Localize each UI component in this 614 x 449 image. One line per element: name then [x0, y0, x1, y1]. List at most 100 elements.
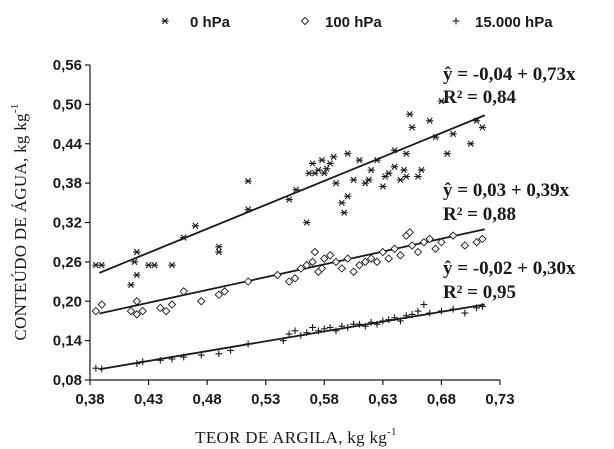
- data-point-diamond: [302, 260, 311, 270]
- legend-marker-diamond: [300, 16, 310, 26]
- data-point-diamond: [366, 254, 376, 263]
- data-point-asterisk: [168, 261, 176, 269]
- data-point-asterisk: [349, 176, 358, 184]
- data-point-plus: [420, 301, 428, 308]
- data-point-plus: [320, 325, 328, 333]
- y-tick-label: 0,38: [53, 175, 82, 192]
- data-point-asterisk: [467, 140, 475, 147]
- data-point-plus: [350, 320, 357, 328]
- data-point-diamond: [413, 247, 423, 257]
- data-point-plus: [168, 355, 176, 363]
- data-point-asterisk: [400, 166, 408, 174]
- plus-icon: [452, 17, 460, 25]
- equation-0-hpa: ŷ = -0,04 + 0,73x: [443, 64, 576, 85]
- data-point-diamond: [343, 254, 352, 263]
- data-point-diamond: [384, 254, 393, 263]
- data-point-asterisk: [417, 166, 426, 174]
- data-point-asterisk: [478, 124, 487, 131]
- data-point-plus: [291, 327, 299, 335]
- data-point-asterisk: [215, 243, 223, 251]
- data-point-asterisk: [332, 179, 340, 187]
- data-point-asterisk: [130, 258, 139, 266]
- x-tick-label: 0,38: [75, 391, 104, 408]
- data-point-asterisk: [402, 150, 410, 157]
- data-point-plus: [473, 304, 480, 312]
- data-point-plus: [156, 356, 164, 364]
- y-tick-label: 0,32: [53, 215, 82, 232]
- x-tick-label: 0,73: [485, 391, 514, 408]
- data-point-asterisk: [330, 153, 338, 161]
- equations: ŷ = -0,04 + 0,73x R² = 0,84 ŷ = 0,03 + 0…: [443, 64, 576, 303]
- regression-lines: [99, 114, 486, 371]
- x-tick-label: 0,68: [427, 391, 456, 408]
- data-point-diamond: [132, 297, 142, 306]
- data-point-plus: [479, 303, 486, 310]
- data-point-asterisk: [215, 248, 223, 256]
- legend-item-0-hpa: 0 hPa: [161, 14, 231, 31]
- data-point-plus: [438, 307, 445, 315]
- legend-label-15000-hpa: 15.000 hPa: [475, 14, 553, 31]
- x-axis-title-text: TEOR DE ARGILA, kg kg: [195, 428, 387, 447]
- r2-0-hpa: R² = 0,84: [443, 87, 516, 108]
- data-point-diamond: [156, 303, 165, 313]
- axes: 0,08 0,14 0,20 0,26 0,32 0,38 0,44 0,50 0,56 0,3…: [53, 57, 515, 408]
- data-point-asterisk: [355, 156, 364, 164]
- data-point-plus: [197, 351, 205, 359]
- y-tick-label: 0,50: [53, 96, 82, 113]
- data-point-asterisk: [344, 193, 352, 200]
- x-ticks: 0,38 0,43 0,48 0,53 0,58 0,63 0,68 0,73: [75, 380, 515, 408]
- data-point-plus: [379, 317, 387, 325]
- data-point-plus: [344, 324, 352, 331]
- regression-line-15000hpa: [99, 303, 485, 371]
- data-point-plus: [180, 353, 188, 361]
- data-point-asterisk: [344, 150, 352, 157]
- data-point-diamond: [317, 264, 327, 273]
- data-point-plus: [215, 350, 223, 358]
- regression-line-0hpa: [99, 114, 486, 274]
- x-axis-title: TEOR DE ARGILA, kg kg-1: [195, 426, 397, 447]
- data-point-diamond: [167, 300, 177, 309]
- equation-15000-hpa: ŷ = -0,02 + 0,30x: [443, 258, 576, 279]
- data-point-plus: [315, 327, 322, 335]
- data-point-plus: [356, 320, 363, 328]
- legend-marker-asterisk: [161, 17, 169, 25]
- data-point-plus: [373, 320, 381, 328]
- data-point-plus: [338, 322, 346, 330]
- data-point-asterisk: [443, 150, 451, 157]
- data-point-asterisk: [379, 183, 387, 190]
- data-point-diamond: [179, 287, 188, 296]
- data-point-asterisk: [292, 186, 300, 193]
- y-tick-label: 0,26: [53, 254, 82, 271]
- data-point-diamond: [273, 270, 282, 280]
- legend-label-100-hpa: 100 hPa: [325, 14, 382, 31]
- data-point-asterisk: [408, 124, 416, 131]
- data-point-diamond: [296, 264, 306, 273]
- data-point-asterisk: [385, 170, 393, 177]
- y-tick-label: 0,20: [53, 293, 82, 310]
- data-point-plus: [133, 360, 141, 367]
- data-point-asterisk: [285, 196, 293, 203]
- data-point-diamond: [161, 306, 171, 316]
- data-point-diamond: [308, 257, 317, 267]
- data-point-asterisk: [127, 281, 135, 289]
- data-point-plus: [385, 316, 393, 324]
- data-point-diamond: [243, 277, 253, 286]
- x-axis-title-unit-exponent: -1: [387, 426, 397, 438]
- data-point-diamond: [284, 277, 294, 286]
- data-point-asterisk: [431, 133, 440, 141]
- y-tick-label: 0,56: [53, 57, 82, 74]
- data-point-diamond: [396, 251, 405, 260]
- y-axis-title-text: CONTEÚDO DE ÁGUA, kg kg: [11, 113, 30, 341]
- data-point-plus: [414, 307, 422, 315]
- data-point-diamond: [431, 244, 440, 253]
- legend-item-100-hpa: 100 hPa: [300, 14, 382, 31]
- data-point-diamond: [138, 306, 147, 316]
- data-point-asterisk: [338, 199, 346, 207]
- data-point-plus: [309, 324, 316, 331]
- r2-15000-hpa: R² = 0,95: [443, 282, 516, 303]
- data-points: [91, 97, 487, 373]
- data-point-diamond: [197, 297, 206, 306]
- data-point-diamond: [97, 300, 106, 309]
- data-point-diamond: [425, 234, 434, 244]
- data-point-plus: [402, 312, 410, 320]
